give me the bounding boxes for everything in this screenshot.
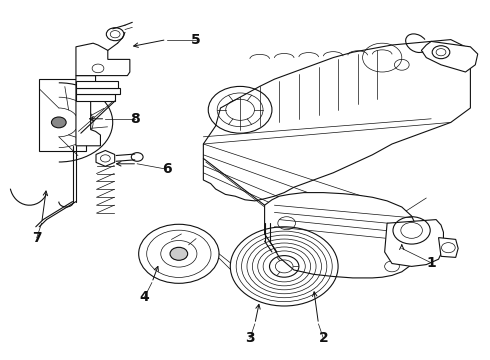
Text: 4: 4	[140, 290, 149, 304]
Polygon shape	[76, 76, 100, 146]
Polygon shape	[39, 79, 86, 151]
Text: 3: 3	[245, 332, 255, 345]
Polygon shape	[203, 40, 470, 201]
Polygon shape	[76, 94, 115, 101]
Polygon shape	[96, 150, 115, 166]
Polygon shape	[439, 238, 458, 257]
Polygon shape	[265, 193, 416, 278]
Circle shape	[170, 247, 188, 260]
Circle shape	[51, 117, 66, 128]
Polygon shape	[76, 88, 120, 94]
Text: 6: 6	[162, 162, 172, 176]
Text: 7: 7	[32, 231, 42, 244]
Text: 8: 8	[130, 112, 140, 126]
Polygon shape	[385, 220, 443, 266]
Text: 5: 5	[191, 33, 201, 46]
Polygon shape	[76, 81, 118, 88]
Text: 2: 2	[318, 332, 328, 345]
Text: 1: 1	[426, 256, 436, 270]
Polygon shape	[421, 41, 478, 72]
Polygon shape	[76, 43, 130, 76]
